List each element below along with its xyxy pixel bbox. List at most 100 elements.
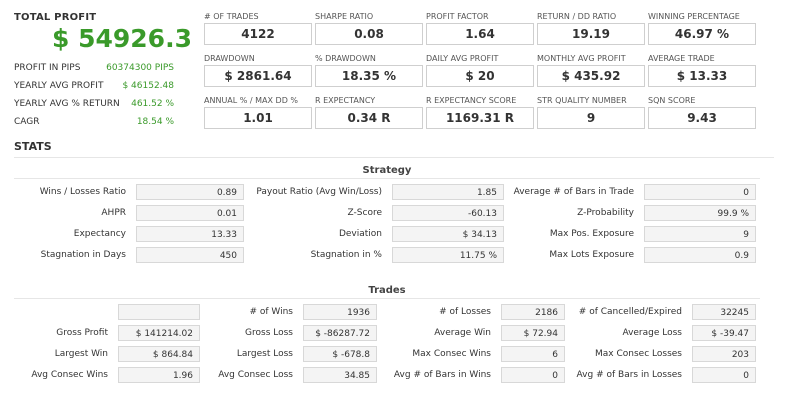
strategy-value: 0.01 xyxy=(136,205,244,221)
trades-value xyxy=(118,304,200,320)
trades-label: Largest Loss xyxy=(236,349,293,359)
trades-value: $ 864.84 xyxy=(118,346,200,362)
strategy-label: Deviation xyxy=(338,229,382,239)
trades-value: $ -678.8 xyxy=(303,346,377,362)
strategy-label: Z-Score xyxy=(347,208,382,218)
trades-value: 0 xyxy=(501,367,565,383)
trades-label: Gross Profit xyxy=(56,328,108,338)
strategy-value: 0.9 xyxy=(644,247,756,263)
kpi-label: RETURN / DD RATIO xyxy=(537,12,617,21)
trades-value: 6 xyxy=(501,346,565,362)
kpi-value: $ 13.33 xyxy=(648,65,756,87)
total-profit-label: TOTAL PROFIT xyxy=(14,12,97,23)
kpi-label: DRAWDOWN xyxy=(204,54,255,63)
trades-label: Largest Win xyxy=(54,349,108,359)
trades-value: 32245 xyxy=(692,304,756,320)
strategy-label: Max Lots Exposure xyxy=(549,250,634,260)
kpi-value: 0.08 xyxy=(315,23,423,45)
summary-value: 60374300 PIPS xyxy=(106,63,174,73)
strategy-value: 450 xyxy=(136,247,244,263)
kpi-label: WINNING PERCENTAGE xyxy=(648,12,740,21)
kpi-label: % DRAWDOWN xyxy=(315,54,376,63)
trades-label: # of Wins xyxy=(249,307,293,317)
kpi-value: 46.97 % xyxy=(648,23,756,45)
summary-label: YEARLY AVG PROFIT xyxy=(14,81,104,91)
trades-label: Average Win xyxy=(434,328,491,338)
strategy-value: 1.85 xyxy=(392,184,504,200)
strategy-value: -60.13 xyxy=(392,205,504,221)
summary-label: PROFIT IN PIPS xyxy=(14,63,81,73)
kpi-label: R EXPECTANCY xyxy=(315,96,376,105)
trades-heading: Trades xyxy=(368,285,406,296)
strategy-value: $ 34.13 xyxy=(392,226,504,242)
kpi-value: $ 20 xyxy=(426,65,534,87)
summary-value: $ 46152.48 xyxy=(122,81,174,91)
kpi-value: 18.35 % xyxy=(315,65,423,87)
trades-value: 2186 xyxy=(501,304,565,320)
trades-value: 34.85 xyxy=(303,367,377,383)
strategy-label: Max Pos. Exposure xyxy=(549,229,634,239)
trades-value: $ -86287.72 xyxy=(303,325,377,341)
summary-row-cagr: CAGR 18.54 % xyxy=(14,117,174,127)
strategy-value: 0.89 xyxy=(136,184,244,200)
strategy-label: Expectancy xyxy=(73,229,126,239)
summary-value: 461.52 % xyxy=(131,99,174,109)
trades-divider xyxy=(14,298,760,299)
strategy-value: 13.33 xyxy=(136,226,244,242)
kpi-value: 1.64 xyxy=(426,23,534,45)
kpi-label: MONTHLY AVG PROFIT xyxy=(537,54,626,63)
kpi-value: 9.43 xyxy=(648,107,756,129)
total-profit-value: $ 54926.3 xyxy=(52,24,192,53)
stats-heading: STATS xyxy=(14,140,52,153)
kpi-value: 1169.31 R xyxy=(426,107,534,129)
kpi-label: ANNUAL % / MAX DD % xyxy=(204,96,299,105)
kpi-label: R EXPECTANCY SCORE xyxy=(426,96,517,105)
kpi-value: 0.34 R xyxy=(315,107,423,129)
trades-label: Average Loss xyxy=(622,328,682,338)
trades-label: Avg Consec Loss xyxy=(218,370,293,380)
trades-value: $ 141214.02 xyxy=(118,325,200,341)
kpi-value: 19.19 xyxy=(537,23,645,45)
trades-value: 1.96 xyxy=(118,367,200,383)
summary-label: YEARLY AVG % RETURN xyxy=(14,99,120,109)
stats-divider xyxy=(14,157,774,158)
trades-label: # of Losses xyxy=(439,307,491,317)
kpi-label: SQN SCORE xyxy=(648,96,696,105)
strategy-label: Z-Probability xyxy=(577,208,634,218)
kpi-label: PROFIT FACTOR xyxy=(426,12,489,21)
trades-label: Avg # of Bars in Losses xyxy=(576,370,682,380)
summary-row-profit-pips: PROFIT IN PIPS 60374300 PIPS xyxy=(14,63,174,73)
trades-label: Max Consec Wins xyxy=(412,349,491,359)
kpi-label: AVERAGE TRADE xyxy=(648,54,715,63)
kpi-value: 9 xyxy=(537,107,645,129)
strategy-label: Payout Ratio (Avg Win/Loss) xyxy=(256,187,382,197)
summary-label: CAGR xyxy=(14,117,40,127)
trades-value: 0 xyxy=(692,367,756,383)
strategy-value: 99.9 % xyxy=(644,205,756,221)
kpi-label: DAILY AVG PROFIT xyxy=(426,54,499,63)
strategy-label: Average # of Bars in Trade xyxy=(513,187,634,197)
kpi-value: $ 435.92 xyxy=(537,65,645,87)
strategy-value: 9 xyxy=(644,226,756,242)
strategy-divider xyxy=(14,178,760,179)
trades-label: Max Consec Losses xyxy=(595,349,682,359)
trades-value: 203 xyxy=(692,346,756,362)
summary-row-yearly-avg-profit: YEARLY AVG PROFIT $ 46152.48 xyxy=(14,81,174,91)
strategy-label: Stagnation in % xyxy=(310,250,382,260)
trades-label: Avg # of Bars in Wins xyxy=(393,370,491,380)
summary-row-yearly-avg-return: YEARLY AVG % RETURN 461.52 % xyxy=(14,99,174,109)
strategy-value: 11.75 % xyxy=(392,247,504,263)
kpi-value: 1.01 xyxy=(204,107,312,129)
strategy-heading: Strategy xyxy=(362,165,412,176)
trades-value: $ 72.94 xyxy=(501,325,565,341)
kpi-value: 4122 xyxy=(204,23,312,45)
kpi-label: SHARPE RATIO xyxy=(315,12,374,21)
trades-value: 1936 xyxy=(303,304,377,320)
trades-label: Avg Consec Wins xyxy=(31,370,108,380)
kpi-value: $ 2861.64 xyxy=(204,65,312,87)
trades-value: $ -39.47 xyxy=(692,325,756,341)
strategy-label: Wins / Losses Ratio xyxy=(39,187,126,197)
strategy-label: AHPR xyxy=(101,208,126,218)
kpi-label: STR QUALITY NUMBER xyxy=(537,96,627,105)
kpi-label: # OF TRADES xyxy=(204,12,259,21)
